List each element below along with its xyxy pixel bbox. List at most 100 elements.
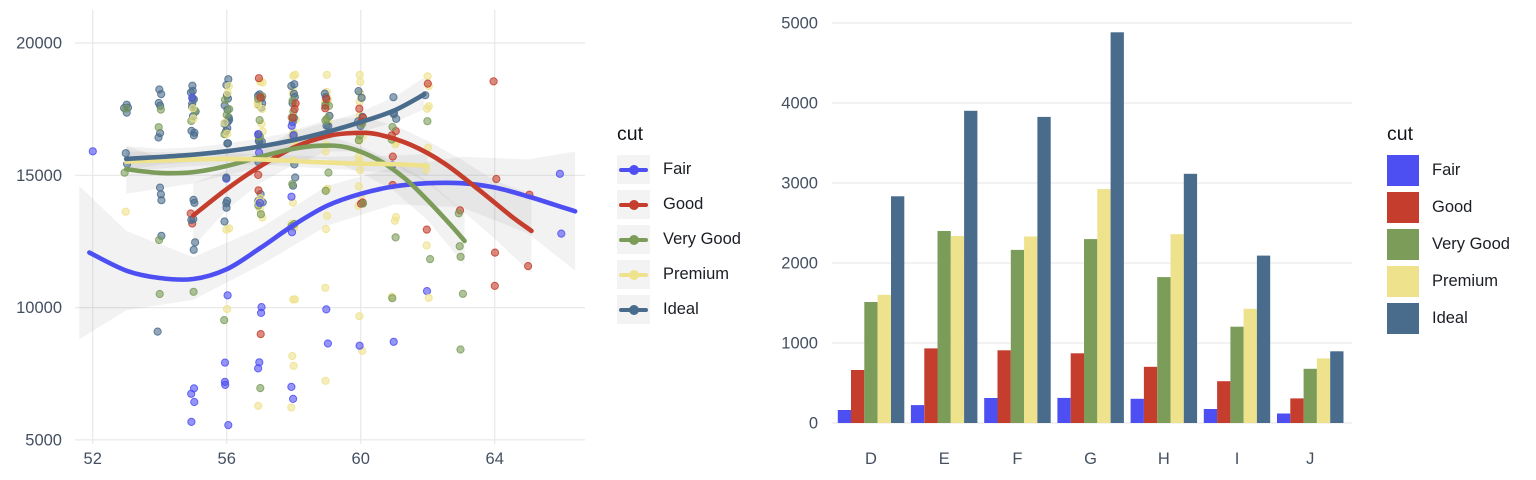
bar-D-premium: [877, 294, 891, 423]
bar-J-fair: [1277, 413, 1291, 423]
scatter-point: [354, 182, 363, 191]
scatter-point: [354, 87, 363, 96]
scatter-point: [254, 130, 263, 139]
bar-G-ideal: [1110, 32, 1124, 424]
scatter-point: [322, 114, 331, 124]
scatter-point: [256, 384, 265, 393]
legend-entry-ideal: Ideal: [1387, 303, 1510, 334]
bar-J-ideal: [1330, 351, 1344, 423]
scatter-point: [288, 351, 297, 361]
x-tick-label: F: [1012, 450, 1022, 468]
scatter-point: [324, 168, 333, 177]
x-tick-label: 64: [486, 450, 504, 468]
scatter-point: [121, 149, 130, 158]
smooth-line-good: [190, 130, 534, 234]
legend-key-point: [629, 304, 639, 315]
bar-E-very-good: [937, 231, 951, 423]
scatter-point: [423, 104, 432, 113]
x-tick-label: 56: [218, 450, 236, 468]
scatter-point: [287, 121, 296, 130]
bar-D-ideal: [891, 196, 905, 423]
scatter-point: [221, 380, 230, 389]
scatter-point: [254, 401, 263, 410]
scatter-point: [254, 364, 263, 373]
bar-E-good: [924, 348, 938, 423]
scatter-point: [389, 93, 398, 102]
scatter-point: [290, 80, 299, 89]
scatter-point: [321, 376, 330, 385]
scatter-point: [322, 70, 331, 80]
scatter-point: [220, 118, 229, 127]
bar-E-premium: [950, 236, 965, 423]
scatter-point: [355, 312, 364, 321]
scatter-point: [187, 126, 196, 135]
scatter-point: [256, 210, 265, 219]
scatter-point: [187, 417, 196, 426]
scatter-point: [157, 90, 166, 99]
legend-key-point: [629, 234, 639, 245]
scatter-point: [220, 217, 229, 226]
scatter-point: [322, 305, 331, 314]
scatter-point: [490, 248, 500, 257]
legend-label: Good: [1432, 198, 1473, 216]
bar-D-fair: [837, 410, 852, 423]
x-tick-label: E: [939, 450, 950, 468]
bar-G-fair: [1057, 397, 1071, 423]
scatter-point: [291, 173, 300, 182]
cut-legend-right: cut Fair Good Very Good Premium Ideal: [1387, 122, 1510, 340]
scatter-point: [225, 105, 234, 114]
bar-G-good: [1070, 353, 1084, 423]
scatter-point: [321, 225, 331, 234]
bar-F-good: [997, 350, 1011, 423]
legend-label: Very Good: [663, 230, 741, 248]
scatter-point: [223, 88, 232, 97]
scatter-point: [323, 339, 332, 348]
scatter-point: [355, 341, 364, 350]
bar-J-premium: [1316, 358, 1331, 423]
bar-I-fair: [1203, 409, 1218, 423]
y-tick-label: 5000: [781, 15, 818, 33]
scatter-point: [189, 195, 198, 204]
y-axis-tick-labels: 5000 10000 15000 20000: [16, 35, 62, 450]
scatter-point: [287, 382, 296, 391]
scatter-point: [456, 252, 465, 261]
x-axis-tick-labels: D E F G H I J: [865, 450, 1314, 468]
scatter-point: [223, 196, 232, 205]
scatter-point: [287, 403, 296, 412]
bar-F-fair: [984, 398, 998, 423]
legend-key-line-with-point: [617, 190, 650, 219]
legend-entry-fair: Fair: [617, 155, 741, 184]
y-tick-label: 3000: [781, 175, 818, 193]
legend-entry-good: Good: [617, 190, 741, 219]
bar-H-fair: [1130, 398, 1144, 423]
legend-key-point: [629, 164, 639, 175]
scatter-point: [423, 79, 432, 88]
bar-I-very-good: [1230, 326, 1244, 423]
y-tick-label: 15000: [16, 167, 62, 185]
scatter-point: [422, 241, 431, 250]
scatter-point: [157, 196, 166, 205]
bar-F-very-good: [1010, 249, 1025, 423]
scatter-smooth-chart: 52 56 60 64 5000 10000 15000 20000 cut Fair Good…: [16, 10, 741, 468]
scatter-plot-svg: 52 56 60 64 5000 10000 15000 20000: [16, 10, 585, 468]
scatter-point: [389, 337, 398, 346]
y-axis-tick-labels: 0 1000 2000 3000 4000 5000: [781, 15, 818, 433]
legend-label: Ideal: [1432, 309, 1468, 327]
scatter-point: [426, 255, 435, 264]
legend-key-line-with-point: [617, 225, 650, 254]
scatter-point: [388, 152, 397, 161]
y-tick-label: 10000: [16, 299, 62, 317]
scatter-point: [423, 72, 432, 81]
x-tick-label: 52: [84, 450, 102, 468]
scatter-point: [220, 316, 229, 325]
x-tick-label: I: [1235, 450, 1240, 468]
scatter-point: [255, 198, 264, 207]
bar-G-premium: [1097, 189, 1111, 423]
bar-F-ideal: [1037, 116, 1051, 424]
scatter-point: [220, 358, 230, 367]
scatter-point: [557, 229, 566, 238]
scatter-point: [291, 99, 300, 108]
scatter-point: [153, 327, 162, 336]
legend-key-line-with-point: [617, 295, 650, 324]
scatter-point: [355, 70, 364, 79]
